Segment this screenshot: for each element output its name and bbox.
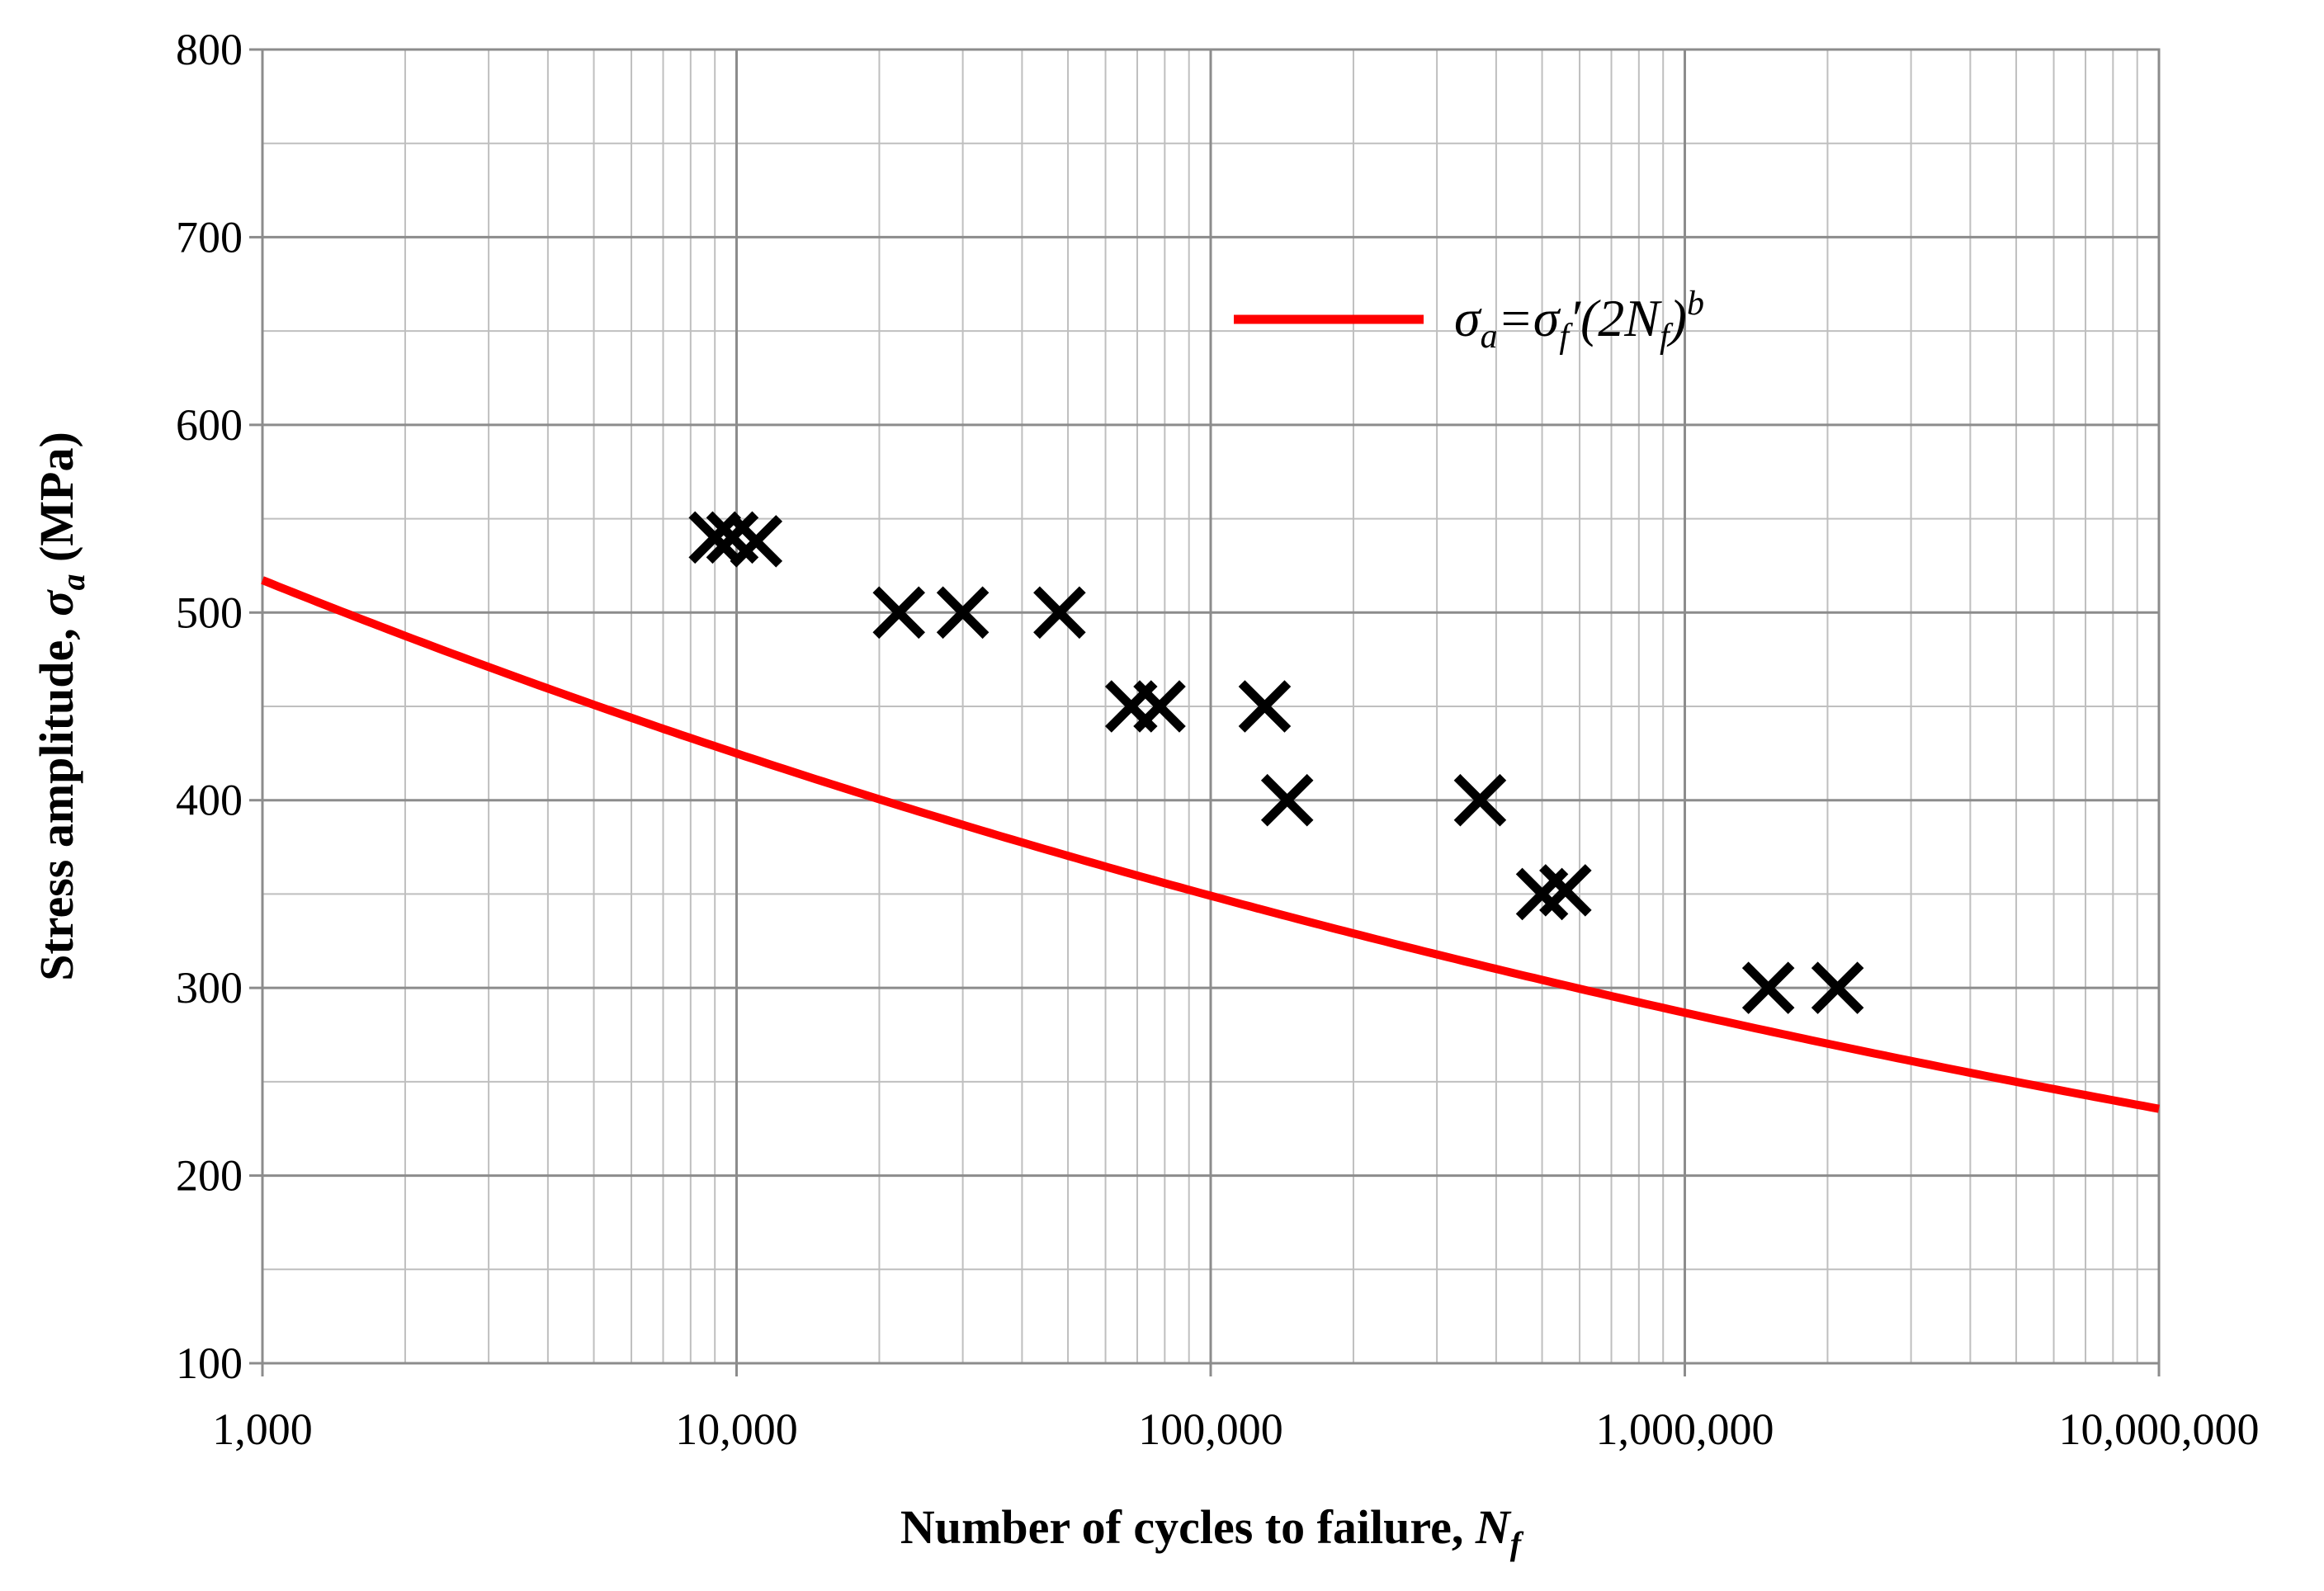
data-point-marker bbox=[1260, 773, 1314, 827]
x-axis-title: Number of cycles to failure, Nf bbox=[900, 1500, 1524, 1562]
y-tick-label: 500 bbox=[176, 588, 243, 637]
data-markers bbox=[688, 511, 1864, 1014]
marker-stroke bbox=[1260, 773, 1314, 827]
y-axis-title-symbol: σ bbox=[30, 589, 83, 616]
data-point-marker bbox=[730, 515, 783, 568]
x-axis-title-subscript: f bbox=[1510, 1525, 1524, 1562]
y-axis-title-main: Stress amplitude, bbox=[30, 616, 83, 981]
fit-curve-path bbox=[261, 576, 2160, 1113]
y-axis-title: Stress amplitude, σa (MPa) bbox=[30, 432, 92, 981]
marker-stroke bbox=[1741, 961, 1795, 1014]
marker-stroke bbox=[1238, 680, 1292, 733]
y-tick-label: 800 bbox=[176, 25, 243, 74]
y-tick-label: 600 bbox=[176, 400, 243, 450]
y-axis-title-unit: (MPa) bbox=[30, 432, 83, 574]
data-point-marker bbox=[936, 586, 990, 640]
x-tick-label: 10,000 bbox=[675, 1405, 798, 1454]
fit-curve bbox=[261, 576, 2160, 1113]
x-axis-title-main: Number of cycles to failure, bbox=[900, 1500, 1476, 1554]
marker-stroke bbox=[1133, 680, 1186, 733]
y-axis-title-subscript: a bbox=[54, 574, 92, 591]
data-point-marker bbox=[1238, 680, 1292, 733]
legend: σa=σf′(2Nf)b bbox=[1234, 285, 1704, 356]
x-tick-label: 10,000,000 bbox=[2059, 1405, 2260, 1454]
marker-stroke bbox=[688, 511, 741, 564]
data-point-marker bbox=[688, 511, 741, 564]
legend-part-8: b bbox=[1687, 285, 1704, 323]
x-tick-label: 100,000 bbox=[1138, 1405, 1283, 1454]
y-tick-label: 700 bbox=[176, 212, 243, 262]
y-tick-label: 200 bbox=[176, 1151, 243, 1201]
marker-stroke bbox=[730, 515, 783, 568]
data-point-marker bbox=[1539, 864, 1592, 917]
legend-part-1: σ bbox=[1454, 289, 1482, 347]
x-axis-tick-labels: 1,000 10,000 100,000 1,000,000 10,000,000 bbox=[212, 1363, 2260, 1454]
y-axis-tick-labels: 100 200 300 400 500 600 700 800 bbox=[176, 25, 262, 1388]
data-point-marker bbox=[1453, 773, 1507, 827]
marker-stroke bbox=[936, 586, 990, 640]
legend-label: σa=σf′(2Nf)b bbox=[1454, 285, 1704, 356]
data-point-marker bbox=[872, 586, 925, 640]
marker-stroke bbox=[1033, 586, 1086, 640]
x-axis-title-symbol: N bbox=[1475, 1500, 1512, 1554]
y-tick-label: 100 bbox=[176, 1338, 243, 1388]
x-tick-label: 1,000 bbox=[212, 1405, 313, 1454]
legend-part-2: a bbox=[1481, 318, 1498, 356]
legend-part-7: ) bbox=[1666, 289, 1687, 347]
legend-part-5: ′(2N bbox=[1569, 289, 1662, 347]
data-point-marker bbox=[1811, 961, 1864, 1014]
legend-part-3: =σ bbox=[1498, 289, 1561, 347]
marker-stroke bbox=[1811, 961, 1864, 1014]
x-tick-label: 1,000,000 bbox=[1596, 1405, 1774, 1454]
y-tick-label: 300 bbox=[176, 963, 243, 1013]
data-point-marker bbox=[1133, 680, 1186, 733]
data-point-marker bbox=[1033, 586, 1086, 640]
y-tick-label: 400 bbox=[176, 776, 243, 825]
marker-stroke bbox=[1453, 773, 1507, 827]
data-point-marker bbox=[1741, 961, 1795, 1014]
marker-stroke bbox=[1539, 864, 1592, 917]
marker-stroke bbox=[872, 586, 925, 640]
